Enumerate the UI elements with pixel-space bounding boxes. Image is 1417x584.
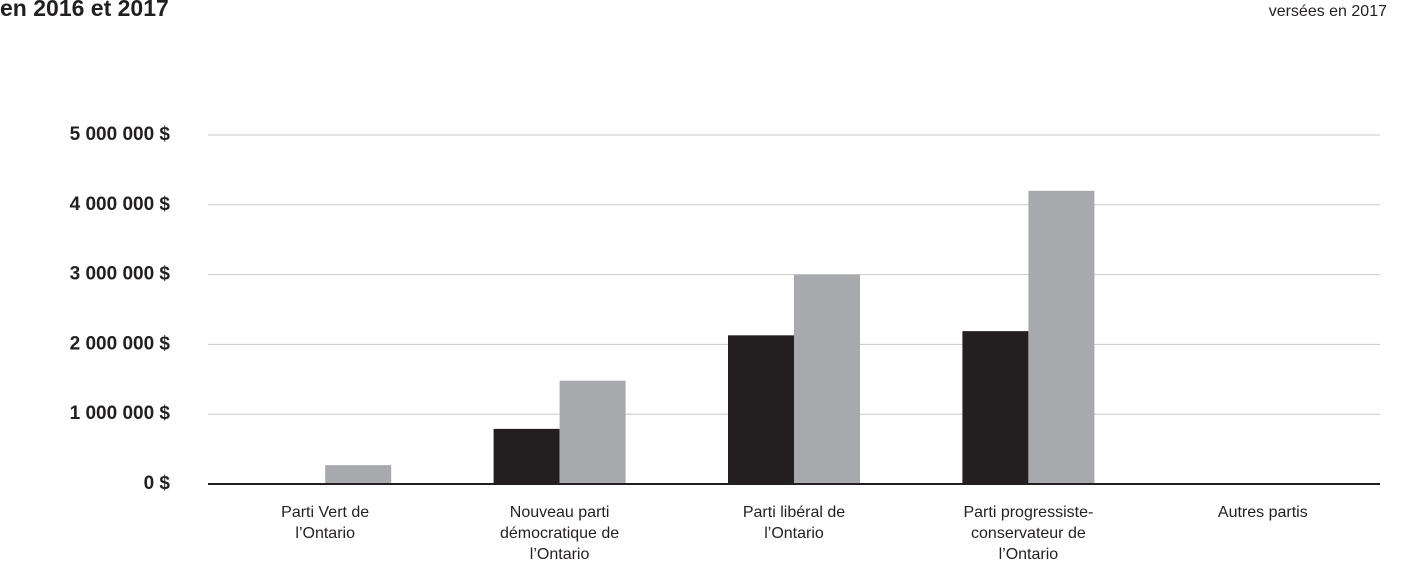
bar [962, 331, 1029, 484]
bar [728, 335, 794, 484]
chart-title: en 2016 et 2017 [0, 0, 169, 21]
y-tick-label: 2 000 000 $ [70, 333, 171, 354]
bar [325, 465, 392, 484]
y-tick-label: 3 000 000 $ [70, 264, 171, 285]
bar [1028, 190, 1095, 484]
y-tick-label: 0 $ [144, 473, 171, 494]
bar [493, 428, 560, 484]
x-tick-label: Parti Vert de l’Ontario [281, 504, 370, 542]
y-tick-label: 5 000 000 $ [70, 124, 171, 145]
x-tick-label: Parti progressiste- conservateur de l’On… [963, 504, 1094, 563]
legend-text: versées en 2017 [1269, 3, 1387, 20]
y-tick-label: 1 000 000 $ [70, 403, 171, 424]
bar [559, 380, 626, 484]
y-tick-label: 4 000 000 $ [70, 194, 171, 215]
x-tick-label: Nouveau parti démocratique de l’Ontario [500, 504, 620, 563]
bar [794, 274, 860, 484]
x-tick-label: Parti libéral de l’Ontario [742, 504, 846, 542]
x-tick-label: Autres partis [1217, 504, 1308, 521]
